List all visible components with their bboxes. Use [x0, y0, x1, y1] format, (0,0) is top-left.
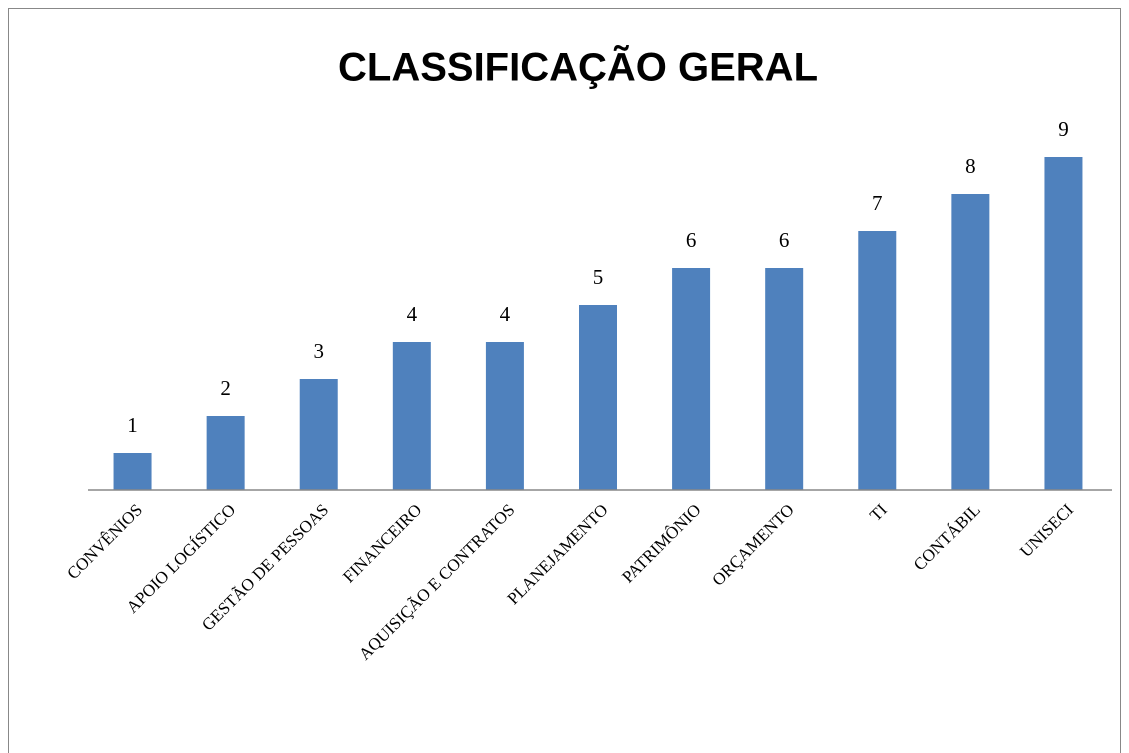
bar	[206, 416, 245, 490]
data-label: 6	[779, 228, 790, 252]
bar	[299, 379, 338, 490]
data-label: 8	[965, 154, 976, 178]
bar	[485, 342, 524, 490]
data-label: 6	[686, 228, 697, 252]
data-label: 3	[313, 339, 324, 363]
data-label: 1	[127, 413, 138, 437]
data-label: 5	[593, 265, 604, 289]
bar	[672, 268, 711, 490]
bar	[579, 305, 617, 490]
data-label: 4	[500, 302, 511, 326]
bar	[765, 268, 804, 490]
bar	[392, 342, 431, 490]
chart-frame	[8, 8, 1121, 753]
chart-title: CLASSIFICAÇÃO GERAL	[338, 44, 818, 90]
data-label: 9	[1058, 117, 1069, 141]
data-label: 7	[872, 191, 883, 215]
bar	[951, 194, 990, 490]
bar	[1044, 157, 1083, 490]
data-label: 4	[407, 302, 418, 326]
bar	[113, 453, 152, 490]
data-label: 2	[220, 376, 231, 400]
bar	[858, 231, 897, 490]
